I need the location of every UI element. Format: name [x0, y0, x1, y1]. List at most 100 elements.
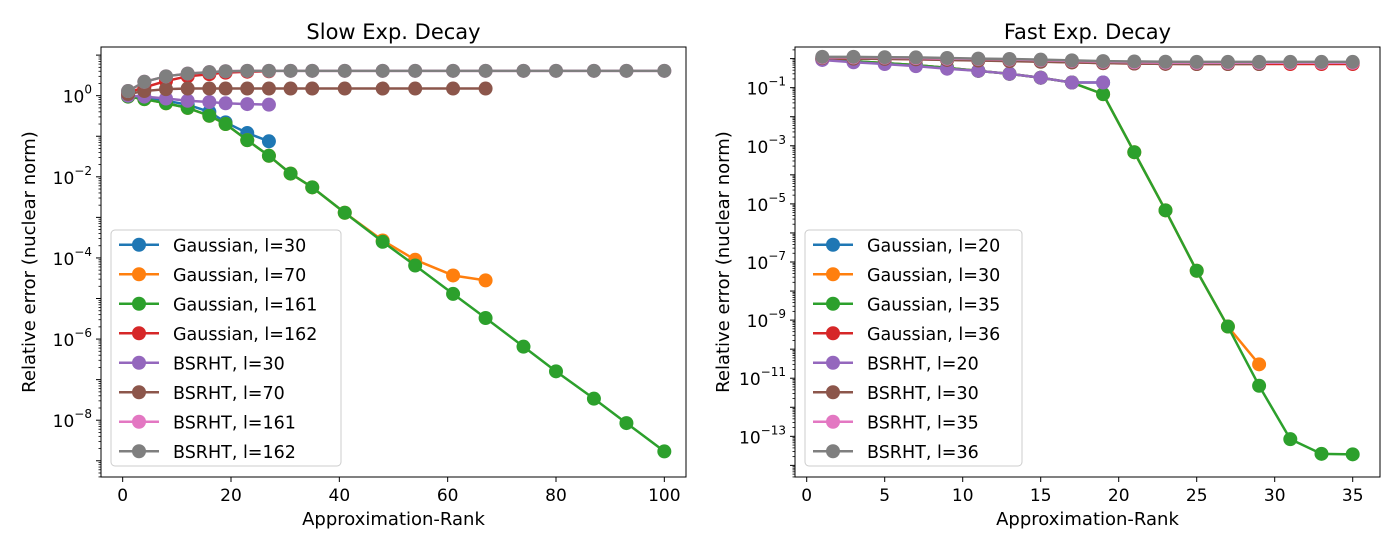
legend-item: BSRHT, l=70	[119, 384, 285, 404]
data-point	[408, 81, 423, 96]
data-point	[1220, 319, 1235, 334]
legend-swatch-marker	[826, 237, 840, 252]
data-point	[1096, 75, 1111, 90]
legend-item: Gaussian, l=20	[813, 236, 1000, 256]
y-tick-label: 10−3	[747, 133, 786, 158]
data-point	[1033, 52, 1048, 67]
data-point	[815, 49, 830, 64]
legend-swatch-marker	[826, 326, 840, 341]
data-point	[180, 81, 195, 96]
data-point	[1002, 66, 1017, 81]
legend-label: Gaussian, l=30	[173, 236, 306, 256]
x-tick-label: 0	[117, 486, 128, 506]
legend-item: Gaussian, l=161	[119, 295, 317, 315]
legend-item: Gaussian, l=35	[813, 295, 1000, 315]
legend-label: BSRHT, l=162	[173, 443, 296, 463]
data-point	[408, 258, 423, 273]
data-point	[1314, 54, 1329, 69]
data-point	[478, 63, 493, 78]
data-point	[261, 81, 276, 96]
data-point	[1127, 145, 1142, 160]
chart-title: Fast Exp. Decay	[1004, 20, 1171, 44]
data-point	[305, 81, 320, 96]
legend-label: BSRHT, l=70	[173, 384, 285, 404]
data-point	[1158, 203, 1173, 218]
data-point	[375, 234, 390, 249]
data-point	[283, 63, 298, 78]
data-point	[240, 133, 255, 148]
y-tick-label: 10−9	[747, 307, 786, 332]
legend-label: Gaussian, l=162	[173, 325, 317, 345]
data-point	[586, 63, 601, 78]
legend-label: BSRHT, l=161	[173, 413, 296, 433]
data-point	[202, 94, 217, 109]
legend: Gaussian, l=30 Gaussian, l=70 Gaussian, l=…	[110, 229, 342, 467]
legend-swatch-marker	[132, 237, 146, 252]
legend-label: BSRHT, l=35	[867, 413, 979, 433]
data-point	[1096, 54, 1111, 69]
plot-area	[815, 49, 1360, 462]
data-point	[1127, 54, 1142, 69]
data-point	[375, 63, 390, 78]
slow-decay-panel: Slow Exp. Decay 0 20 40 60 80 100 100 10−2 10−4 10…	[19, 20, 687, 530]
legend-swatch-marker	[132, 267, 146, 282]
data-point	[1033, 70, 1048, 85]
data-point	[337, 205, 352, 220]
data-point	[261, 63, 276, 78]
legend-label: BSRHT, l=30	[173, 354, 285, 374]
legend-swatch-marker	[826, 444, 840, 459]
data-point	[240, 97, 255, 112]
data-point	[159, 69, 173, 84]
data-point	[218, 96, 233, 111]
legend-label: BSRHT, l=20	[867, 354, 979, 374]
chart-title: Slow Exp. Decay	[306, 20, 480, 44]
data-point	[1283, 432, 1298, 447]
x-tick-label: 25	[1186, 486, 1208, 506]
data-point	[1189, 54, 1204, 69]
legend-label: BSRHT, l=30	[867, 384, 979, 404]
legend-label: Gaussian, l=36	[867, 325, 1000, 345]
plot-area	[121, 63, 672, 459]
x-tick-label: 60	[437, 486, 459, 506]
data-point	[202, 108, 217, 123]
data-point	[1314, 446, 1329, 461]
legend-label: Gaussian, l=70	[173, 266, 306, 286]
legend-item: Gaussian, l=162	[119, 325, 317, 345]
series-line-4	[822, 58, 1104, 84]
data-point	[305, 63, 320, 78]
data-point	[971, 51, 986, 66]
y-axis-label: Relative error (nuclear norm)	[713, 131, 734, 393]
data-point	[478, 311, 493, 326]
data-point	[971, 63, 986, 78]
data-point	[1252, 378, 1267, 393]
legend-item: BSRHT, l=35	[813, 413, 979, 433]
data-point	[846, 49, 861, 64]
legend-item: Gaussian, l=36	[813, 325, 1000, 345]
data-point	[218, 64, 233, 79]
data-point	[261, 97, 276, 112]
legend-item: BSRHT, l=161	[119, 413, 296, 433]
x-tick-label: 20	[1108, 486, 1130, 506]
legend-item: BSRHT, l=20	[813, 354, 979, 374]
data-point	[283, 166, 298, 181]
legend-item: BSRHT, l=162	[119, 443, 296, 463]
data-point	[202, 81, 217, 96]
x-tick-label: 0	[801, 486, 812, 506]
data-point	[478, 81, 493, 96]
y-tick-label: 100	[63, 83, 92, 108]
data-point	[446, 63, 461, 78]
data-point	[1189, 263, 1204, 278]
legend-swatch-marker	[132, 355, 146, 370]
data-point	[1283, 54, 1298, 69]
data-point	[121, 84, 136, 99]
data-point	[1064, 75, 1079, 90]
legend-item: Gaussian, l=70	[119, 266, 306, 286]
data-point	[657, 444, 672, 459]
legend-swatch-marker	[826, 267, 840, 282]
y-tick-label: 10−6	[53, 326, 92, 351]
data-point	[619, 416, 634, 431]
legend: Gaussian, l=20 Gaussian, l=30 Gaussian, l=…	[804, 229, 1023, 467]
y-tick-label: 10−5	[747, 191, 786, 216]
